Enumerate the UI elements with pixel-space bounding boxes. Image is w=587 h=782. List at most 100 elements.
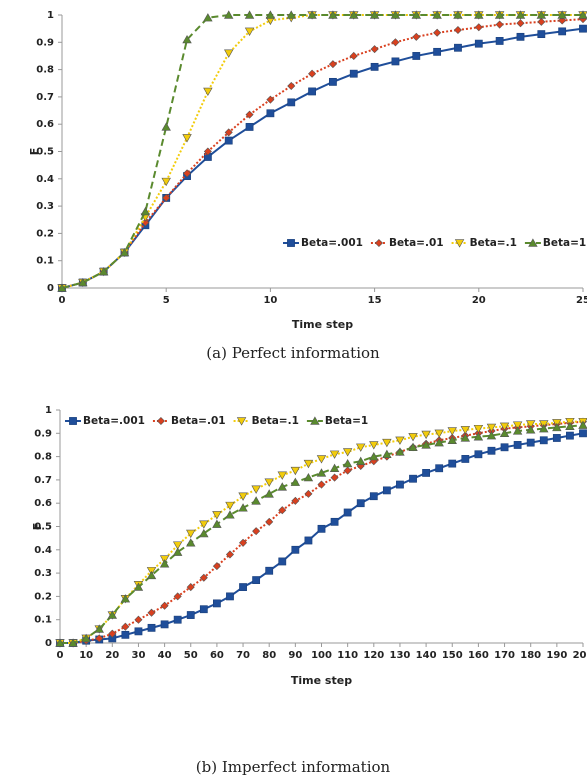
- marker: [199, 605, 208, 614]
- marker: [396, 480, 404, 489]
- marker: [81, 633, 91, 643]
- marker: [382, 486, 391, 495]
- x-tick-label: 60: [210, 650, 224, 661]
- x-tick-label: 200: [573, 650, 587, 661]
- marker: [120, 594, 131, 603]
- marker: [266, 109, 275, 118]
- marker: [308, 87, 316, 96]
- marker: [199, 573, 208, 582]
- marker: [342, 448, 353, 457]
- marker: [412, 52, 421, 60]
- marker: [225, 550, 234, 559]
- marker: [328, 60, 337, 69]
- marker: [266, 95, 275, 104]
- legend-label: Beta=.001: [83, 415, 145, 427]
- marker: [395, 436, 405, 445]
- marker: [512, 421, 523, 430]
- marker: [537, 30, 546, 39]
- marker: [453, 10, 463, 19]
- marker: [495, 37, 504, 45]
- marker: [408, 433, 418, 442]
- legend-label: Beta=1: [325, 415, 368, 427]
- series-line: [60, 424, 584, 644]
- marker: [224, 49, 234, 58]
- legend-label: Beta=.1: [252, 415, 299, 427]
- marker: [303, 459, 314, 469]
- marker: [349, 51, 358, 60]
- marker: [287, 81, 296, 91]
- y-tick-label: 0.8: [36, 65, 54, 76]
- series-line: [60, 432, 584, 644]
- marker: [121, 630, 130, 639]
- legend-label: Beta=1: [543, 237, 586, 249]
- marker: [317, 480, 326, 489]
- legend-label: Beta=.1: [470, 237, 517, 249]
- legend-label: Beta=.01: [389, 237, 444, 249]
- marker: [356, 456, 366, 465]
- marker: [460, 433, 471, 442]
- marker: [244, 10, 255, 19]
- marker: [422, 469, 430, 477]
- marker: [107, 610, 118, 619]
- y-tick-label: 0: [45, 638, 52, 649]
- x-tick-label: 140: [416, 650, 437, 661]
- marker: [578, 420, 587, 429]
- marker: [239, 583, 247, 591]
- marker: [286, 10, 296, 19]
- y-tick-label: 0.9: [34, 428, 52, 439]
- marker: [95, 634, 104, 643]
- marker: [369, 10, 380, 19]
- marker: [500, 443, 509, 452]
- marker: [291, 545, 300, 554]
- marker: [382, 449, 392, 458]
- marker: [252, 576, 261, 584]
- marker: [119, 247, 130, 257]
- marker: [290, 466, 301, 476]
- marker: [539, 424, 549, 433]
- y-tick-label: 0.6: [36, 119, 54, 130]
- x-tick-label: 5: [163, 295, 170, 306]
- caption: (b) Imperfect information: [196, 758, 391, 776]
- marker: [212, 511, 222, 520]
- legend-marker: [454, 239, 465, 248]
- y-tick-label: 0.7: [34, 475, 52, 486]
- marker: [408, 442, 418, 451]
- series-line: [61, 27, 584, 289]
- marker: [182, 34, 192, 44]
- y-tick-label: 0.5: [36, 147, 54, 158]
- marker: [391, 57, 400, 66]
- marker: [349, 69, 358, 78]
- marker: [212, 519, 222, 528]
- marker: [264, 489, 274, 498]
- marker: [304, 489, 313, 498]
- y-tick-label: 0.7: [36, 92, 54, 103]
- marker: [160, 620, 169, 629]
- marker: [330, 473, 339, 482]
- marker: [391, 38, 400, 47]
- legend-marker: [528, 238, 538, 247]
- marker: [108, 629, 117, 638]
- marker: [566, 431, 574, 440]
- marker: [447, 435, 457, 444]
- marker: [161, 122, 171, 131]
- marker: [186, 583, 195, 592]
- marker: [434, 438, 444, 447]
- marker: [213, 599, 221, 608]
- marker: [539, 436, 548, 445]
- marker: [433, 47, 442, 56]
- marker: [329, 450, 340, 459]
- marker: [454, 43, 462, 52]
- marker: [68, 638, 78, 647]
- marker: [390, 10, 401, 19]
- marker: [473, 432, 484, 441]
- marker: [356, 499, 365, 508]
- marker: [421, 440, 431, 449]
- x-tick-label: 50: [184, 650, 198, 661]
- legend-label: Beta=.01: [171, 415, 226, 427]
- marker: [183, 169, 192, 178]
- x-tick-label: 20: [105, 650, 119, 661]
- marker: [245, 123, 254, 131]
- marker: [78, 277, 88, 287]
- marker: [244, 27, 255, 36]
